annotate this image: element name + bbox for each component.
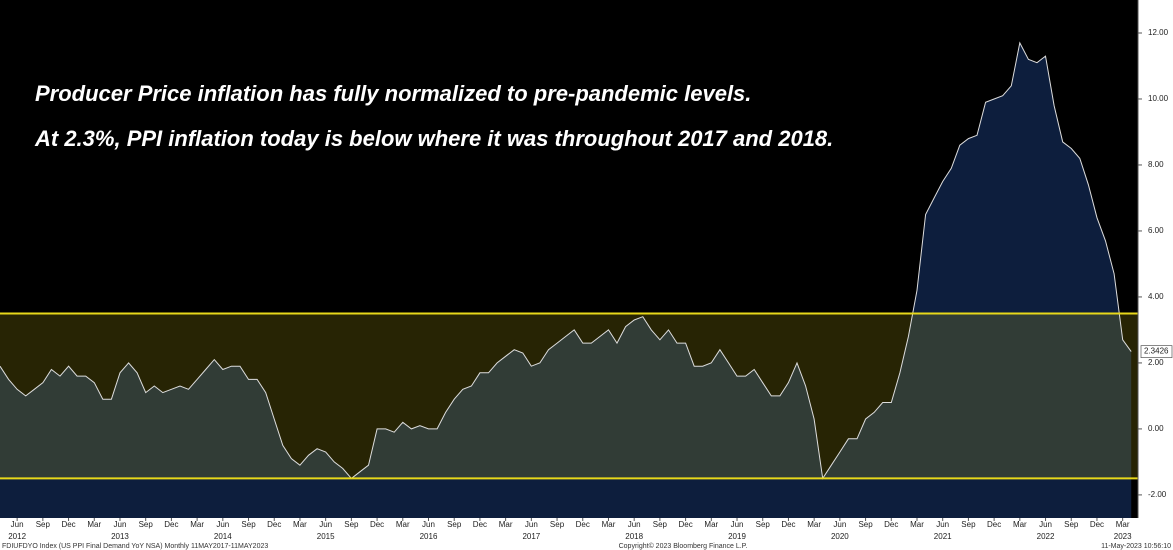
x-year-label: 2022 <box>1037 532 1055 541</box>
x-year-label: 2013 <box>111 532 129 541</box>
x-tick-label: Dec <box>678 520 692 529</box>
x-tick-label: Mar <box>910 520 924 529</box>
x-tick-label: Sep <box>858 520 873 529</box>
x-tick-label: Mar <box>396 520 410 529</box>
x-tick-label: Dec <box>164 520 178 529</box>
x-tick-label: Sep <box>756 520 771 529</box>
x-tick-label: Jun <box>11 520 24 529</box>
x-tick-label: Sep <box>447 520 462 529</box>
y-tick-label: 8.00 <box>1148 160 1164 169</box>
footer-left: FDIUFDYO Index (US PPI Final Demand YoY … <box>2 543 268 550</box>
x-year-label: 2016 <box>420 532 438 541</box>
x-tick-label: Sep <box>550 520 565 529</box>
x-tick-label: Mar <box>1116 520 1130 529</box>
x-year-label: 2018 <box>625 532 643 541</box>
x-tick-label: Mar <box>602 520 616 529</box>
x-tick-label: Jun <box>216 520 229 529</box>
x-tick-label: Mar <box>704 520 718 529</box>
chart-subtitle: At 2.3%, PPI inflation today is below wh… <box>34 126 833 151</box>
x-year-label: 2019 <box>728 532 746 541</box>
x-tick-label: Dec <box>61 520 75 529</box>
y-tick-label: -2.00 <box>1148 490 1167 499</box>
x-tick-label: Sep <box>139 520 154 529</box>
x-tick-label: Sep <box>36 520 51 529</box>
reference-band <box>0 313 1138 479</box>
x-tick-label: Mar <box>499 520 513 529</box>
x-tick-label: Dec <box>473 520 487 529</box>
y-tick-label: 0.00 <box>1148 424 1164 433</box>
x-year-label: 2021 <box>934 532 952 541</box>
x-tick-label: Sep <box>344 520 359 529</box>
x-tick-label: Dec <box>576 520 590 529</box>
x-tick-label: Jun <box>731 520 744 529</box>
chart-title: Producer Price inflation has fully norma… <box>35 81 751 106</box>
x-year-label: 2012 <box>8 532 26 541</box>
x-year-label: 2023 <box>1114 532 1132 541</box>
x-tick-label: Dec <box>370 520 384 529</box>
y-tick-label: 4.00 <box>1148 292 1164 301</box>
x-tick-label: Jun <box>422 520 435 529</box>
x-tick-label: Mar <box>190 520 204 529</box>
x-tick-label: Jun <box>114 520 127 529</box>
area <box>0 42 1132 519</box>
x-year-label: 2015 <box>317 532 335 541</box>
x-tick-label: Jun <box>525 520 538 529</box>
x-tick-label: Mar <box>807 520 821 529</box>
y-tick-label: 10.00 <box>1148 94 1169 103</box>
x-year-label: 2020 <box>831 532 849 541</box>
x-tick-label: Dec <box>781 520 795 529</box>
x-tick-label: Sep <box>961 520 976 529</box>
x-tick-label: Sep <box>653 520 668 529</box>
x-tick-label: Jun <box>936 520 949 529</box>
last-value-label: 2.3426 <box>1144 347 1169 356</box>
x-tick-label: Dec <box>1090 520 1104 529</box>
footer-center: Copyright© 2023 Bloomberg Finance L.P. <box>619 542 748 550</box>
x-tick-label: Mar <box>293 520 307 529</box>
footer-right: 11-May-2023 10:56:10 <box>1101 543 1171 550</box>
y-tick-label: 6.00 <box>1148 226 1164 235</box>
x-tick-label: Dec <box>267 520 281 529</box>
x-tick-label: Mar <box>87 520 101 529</box>
y-tick-label: 2.00 <box>1148 358 1164 367</box>
x-tick-label: Sep <box>241 520 256 529</box>
line <box>0 41 1132 480</box>
x-tick-label: Dec <box>987 520 1001 529</box>
x-tick-label: Jun <box>833 520 846 529</box>
x-tick-label: Jun <box>628 520 641 529</box>
last-value-box <box>1140 345 1173 358</box>
x-tick-label: Mar <box>1013 520 1027 529</box>
y-tick-label: 12.00 <box>1148 28 1169 37</box>
x-tick-label: Jun <box>319 520 332 529</box>
x-tick-label: Sep <box>1064 520 1079 529</box>
x-tick-label: Dec <box>884 520 898 529</box>
x-tick-label: Jun <box>1039 520 1052 529</box>
x-year-label: 2017 <box>522 532 540 541</box>
x-year-label: 2014 <box>214 532 232 541</box>
